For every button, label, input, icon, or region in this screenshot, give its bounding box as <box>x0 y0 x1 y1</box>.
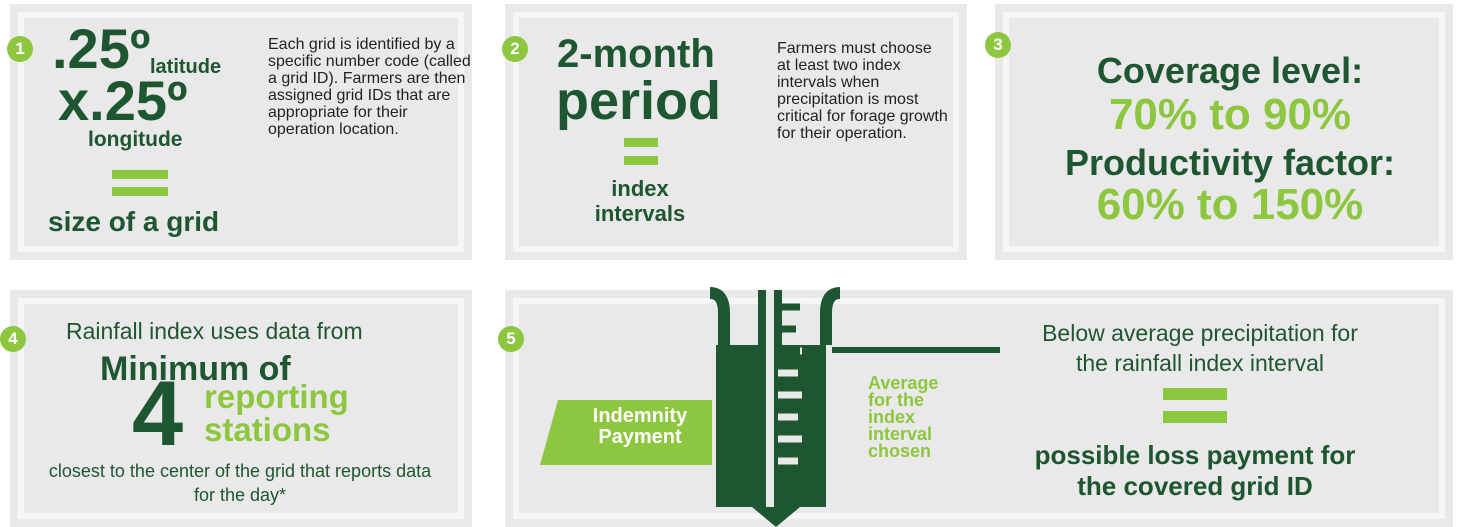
step-number: 3 <box>985 32 1011 58</box>
step-number: 5 <box>498 326 524 352</box>
payment-label: Indemnity Payment <box>560 406 720 448</box>
result: index intervals <box>575 176 705 226</box>
average-label: Average for the index interval chosen <box>868 375 963 460</box>
unit: longitude <box>88 128 182 152</box>
description: Farmers must choose at least two index i… <box>777 40 949 142</box>
note: closest to the center of the grid that r… <box>40 459 440 507</box>
equals-bar <box>624 138 658 147</box>
big-value: x.25º <box>58 68 187 133</box>
description: Each grid is identified by a specific nu… <box>268 36 473 138</box>
condition: Below average precipitation for the rain… <box>1015 318 1385 378</box>
result: possible loss payment for the covered gr… <box>1020 440 1370 502</box>
infographic: 1 .25º latitude x.25º longitude size of … <box>0 0 1458 527</box>
step-number: 4 <box>0 326 26 352</box>
equals-bar <box>112 170 168 179</box>
label: Productivity factor: <box>1020 142 1440 184</box>
label: Coverage level: <box>1020 50 1440 92</box>
equals-bar <box>112 187 168 196</box>
headline: period <box>556 70 721 132</box>
result: size of a grid <box>48 206 219 238</box>
intro: Rainfall index uses data from <box>66 318 363 345</box>
step-number: 2 <box>502 36 528 62</box>
equals-bar <box>624 156 658 165</box>
range: 70% to 90% <box>1020 90 1440 140</box>
count: 4 <box>132 368 183 460</box>
equals-bar <box>1163 411 1227 423</box>
arrow <box>752 507 800 527</box>
range: 60% to 150% <box>1020 180 1440 230</box>
stations: reporting stations <box>204 380 374 446</box>
step-number: 1 <box>7 36 33 62</box>
equals-bar <box>1163 388 1227 400</box>
